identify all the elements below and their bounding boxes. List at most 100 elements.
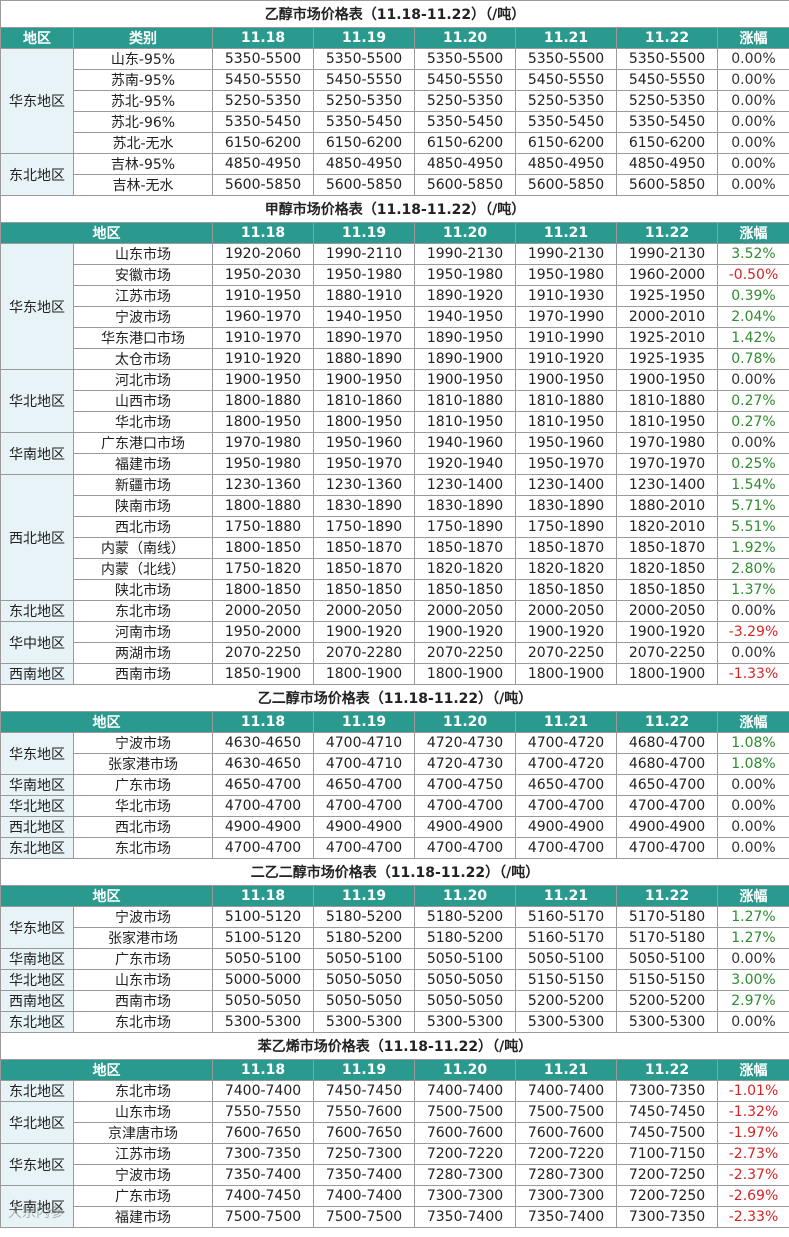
- price-cell: 1830-1890: [515, 495, 617, 517]
- price-cell: 1830-1890: [313, 495, 415, 517]
- market-cell: 宁波市场: [73, 732, 213, 754]
- price-cell: 1810-1950: [414, 411, 516, 433]
- change-cell: 1.27%: [717, 927, 789, 949]
- price-cell: 4650-4700: [212, 774, 314, 796]
- market-cell: 宁波市场: [73, 1164, 213, 1186]
- price-cell: 1810-1860: [313, 390, 415, 412]
- price-cell: 5050-5050: [313, 969, 415, 991]
- price-cell: 5170-5180: [616, 906, 718, 928]
- change-cell: 3.52%: [717, 243, 789, 265]
- table-row: 华东地区 江苏市场 7300-7350 7250-7300 7200-7220 7200-…: [0, 1143, 789, 1186]
- price-cell: 7450-7450: [313, 1080, 415, 1102]
- price-cell: 1750-1890: [515, 516, 617, 538]
- table-row: 华南地区 广东港口市场 1970-1980 1950-1960 1940-1960 195…: [0, 432, 789, 475]
- table-row: 西南地区 西南市场 1850-1900 1800-1900 1800-1900 1800-…: [0, 663, 789, 685]
- price-cell: 7500-7500: [313, 1206, 415, 1228]
- price-cell: 7350-7400: [212, 1164, 314, 1186]
- price-cell: 1900-1950: [313, 369, 415, 391]
- price-cell: 5350-5450: [616, 111, 718, 133]
- region-cell: 西北地区: [0, 816, 74, 838]
- price-cell: 1880-1910: [313, 285, 415, 307]
- market-cell: 太仓市场: [73, 348, 213, 370]
- region-cell: 华中地区: [0, 621, 74, 664]
- price-cell: 7200-7250: [616, 1185, 718, 1207]
- price-cell: 1810-1880: [616, 390, 718, 412]
- price-cell: 4720-4730: [414, 753, 516, 775]
- market-cell: 山东市场: [73, 969, 213, 991]
- market-cell: 安徽市场: [73, 264, 213, 286]
- price-cell: 7600-7600: [515, 1122, 617, 1144]
- price-cell: 4900-4900: [313, 816, 415, 838]
- change-cell: 0.00%: [717, 48, 789, 70]
- market-cell: 河南市场: [73, 621, 213, 643]
- change-cell: 0.27%: [717, 411, 789, 433]
- column-header: 地区: [0, 711, 213, 733]
- price-cell: 4630-4650: [212, 753, 314, 775]
- table-row: 吉林-无水 5600-5850 5600-5850 5600-5850 5600-585…: [1, 174, 789, 196]
- region-cell: 华东地区: [0, 906, 74, 949]
- price-cell: 5350-5450: [212, 111, 314, 133]
- region-cell: 华南地区: [0, 1185, 74, 1228]
- price-cell: 7400-7400: [212, 1080, 314, 1102]
- table-row: 苏北-96% 5350-5450 5350-5450 5350-5450 5350-54…: [1, 111, 789, 133]
- price-cell: 1850-1900: [212, 663, 314, 685]
- column-header: 11.21: [515, 885, 617, 907]
- change-cell: 2.04%: [717, 306, 789, 328]
- change-cell: 0.00%: [717, 948, 789, 970]
- table-row: 两湖市场 2070-2250 2070-2280 2070-2250 2070-2250…: [1, 642, 789, 664]
- price-cell: 5300-5300: [414, 1011, 516, 1033]
- price-cell: 1830-1890: [414, 495, 516, 517]
- price-cell: 7400-7450: [212, 1185, 314, 1207]
- price-cell: 4900-4900: [212, 816, 314, 838]
- price-cell: 4700-4700: [414, 795, 516, 817]
- price-cell: 4650-4700: [313, 774, 415, 796]
- region-cell: 东北地区: [0, 153, 74, 196]
- price-cell: 5300-5300: [515, 1011, 617, 1033]
- price-cell: 1800-1850: [212, 579, 314, 601]
- change-cell: -1.32%: [717, 1101, 789, 1123]
- price-cell: 5350-5450: [313, 111, 415, 133]
- market-cell: 内蒙（北线）: [73, 558, 213, 580]
- price-cell: 5350-5500: [212, 48, 314, 70]
- price-cell: 4700-4710: [313, 753, 415, 775]
- price-cell: 5150-5150: [515, 969, 617, 991]
- price-cell: 5180-5200: [414, 906, 516, 928]
- price-cell: 4720-4730: [414, 732, 516, 754]
- change-cell: 0.00%: [717, 432, 789, 454]
- price-cell: 1900-1920: [414, 621, 516, 643]
- price-cell: 5250-5350: [212, 90, 314, 112]
- price-cell: 7300-7350: [616, 1080, 718, 1102]
- column-header: 涨幅: [717, 1059, 789, 1081]
- price-cell: 5450-5550: [515, 69, 617, 91]
- price-cell: 1880-2010: [616, 495, 718, 517]
- price-cell: 4700-4700: [515, 837, 617, 859]
- column-header: 11.22: [616, 711, 718, 733]
- table-row: 张家港市场 4630-4650 4700-4710 4720-4730 4700-472…: [1, 753, 789, 775]
- table-row: 华北地区 山东市场 7550-7550 7550-7600 7500-7500 7500-…: [0, 1101, 789, 1144]
- price-cell: 1910-1990: [515, 327, 617, 349]
- column-header: 11.19: [313, 711, 415, 733]
- change-cell: 1.08%: [717, 732, 789, 754]
- price-cell: 5600-5850: [414, 174, 516, 196]
- price-cell: 1900-1950: [414, 369, 516, 391]
- price-cell: 2000-2050: [616, 600, 718, 622]
- table-row: 东北地区 吉林-95% 4850-4950 4850-4950 4850-4950 485…: [0, 153, 789, 196]
- price-cell: 1850-1850: [414, 579, 516, 601]
- price-cell: 7550-7550: [212, 1101, 314, 1123]
- price-cell: 7250-7300: [313, 1143, 415, 1165]
- change-cell: 1.08%: [717, 753, 789, 775]
- price-cell: 4700-4710: [313, 732, 415, 754]
- column-header: 11.19: [313, 222, 415, 244]
- price-cell: 1900-1950: [616, 369, 718, 391]
- price-cell: 1850-1850: [616, 579, 718, 601]
- price-cell: 1950-1980: [212, 453, 314, 475]
- market-cell: 西南市场: [73, 990, 213, 1012]
- price-cell: 5250-5350: [313, 90, 415, 112]
- price-cell: 4850-4950: [515, 153, 617, 175]
- column-header: 11.20: [414, 27, 516, 49]
- price-cell: 7300-7350: [212, 1143, 314, 1165]
- market-cell: 广东市场: [73, 948, 213, 970]
- change-cell: 5.51%: [717, 516, 789, 538]
- price-cell: 7400-7400: [313, 1185, 415, 1207]
